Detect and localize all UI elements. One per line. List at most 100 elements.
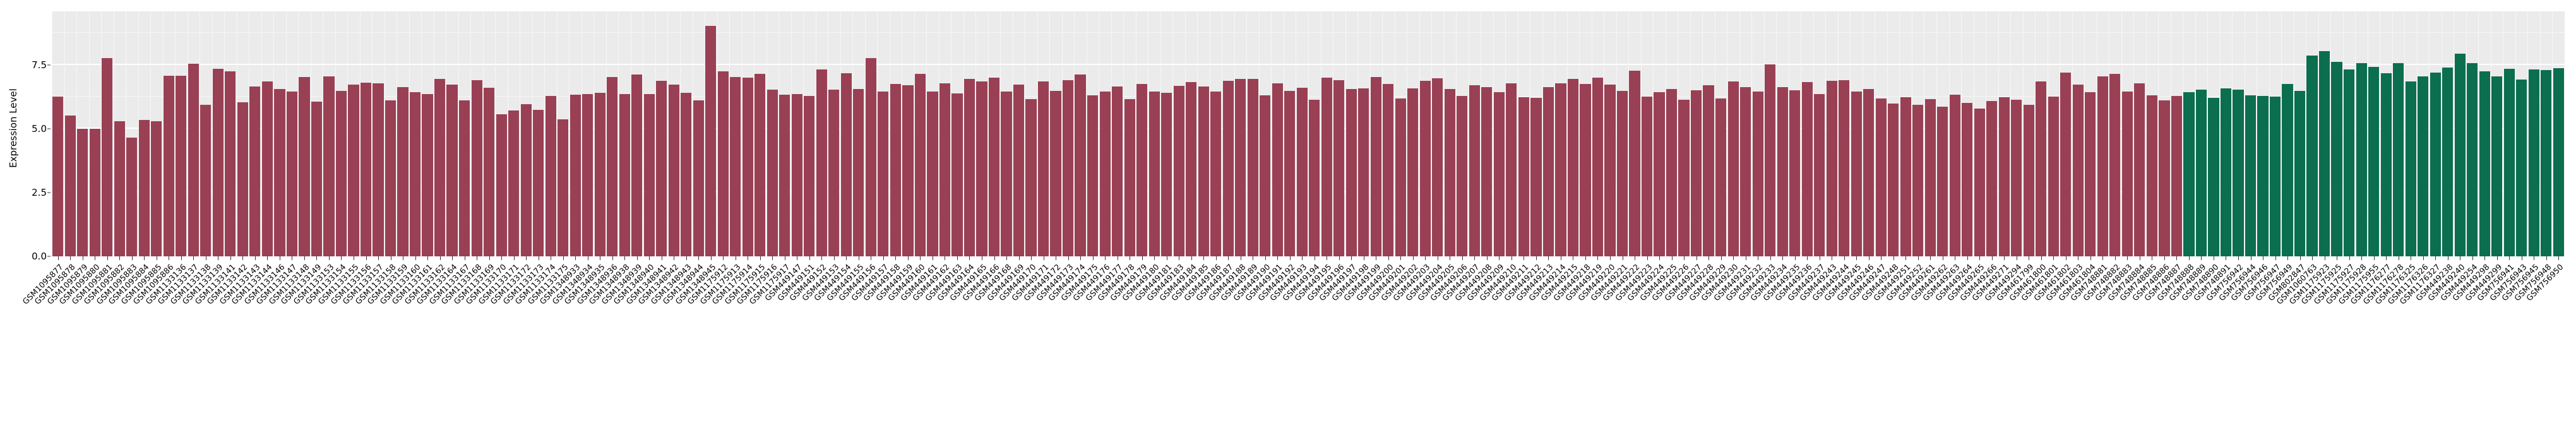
x-tick-mark (1597, 256, 1599, 260)
gridline-vertical (1579, 11, 1580, 256)
bar (212, 69, 224, 256)
gridline-vertical (150, 11, 152, 256)
x-tick-mark (575, 256, 576, 260)
bar (643, 93, 655, 256)
x-tick-mark (57, 256, 59, 260)
x-tick-mark (254, 256, 256, 260)
gridline-vertical (2527, 11, 2529, 256)
gridline-vertical (1456, 11, 1457, 256)
gridline-vertical (1542, 11, 1543, 256)
gridline-vertical (1653, 11, 1654, 256)
x-tick-mark (1991, 256, 1993, 260)
bar (951, 93, 963, 256)
bar (2356, 63, 2367, 256)
bar (1518, 97, 1529, 256)
bar (1592, 78, 1604, 256)
gridline-vertical (273, 11, 275, 256)
bar (1481, 86, 1493, 256)
bar (2048, 97, 2059, 256)
bar (742, 78, 753, 256)
gridline-vertical (717, 11, 718, 256)
x-tick-mark (969, 256, 970, 260)
x-tick-mark (2114, 256, 2116, 260)
gridline-vertical (975, 11, 977, 256)
bar (299, 76, 310, 256)
x-tick-mark (1585, 256, 1586, 260)
x-tick-mark (1979, 256, 1981, 260)
gridline-vertical (2022, 11, 2024, 256)
bar (2036, 81, 2047, 256)
x-tick-mark (1215, 256, 1217, 260)
bar (138, 119, 150, 256)
bar (64, 115, 76, 256)
bar (1863, 88, 1875, 256)
gridline-vertical (1961, 11, 1962, 256)
x-tick-mark (501, 256, 503, 260)
bar (1937, 106, 1948, 256)
gridline-vertical (987, 11, 989, 256)
gridline-vertical (1702, 11, 1703, 256)
x-tick-mark (1486, 256, 1488, 260)
bar (754, 73, 766, 256)
bar (1789, 90, 1801, 256)
bar (1900, 97, 1911, 256)
gridline-vertical (1554, 11, 1556, 256)
x-tick-mark (2004, 256, 2005, 260)
gridline-vertical (1887, 11, 1888, 256)
bar (2220, 88, 2232, 256)
gridline-vertical (2269, 11, 2270, 256)
bar (939, 83, 951, 256)
gridline-vertical (458, 11, 459, 256)
bar (853, 89, 864, 256)
gridline-vertical (790, 11, 792, 256)
x-tick-mark (636, 256, 638, 260)
bar (1641, 97, 1653, 256)
gridline-vertical (2416, 11, 2418, 256)
bar (1851, 91, 1862, 256)
bar (286, 92, 297, 256)
gridline-vertical (877, 11, 878, 256)
gridline-vertical (2195, 11, 2196, 256)
bar (1457, 95, 1468, 256)
gridline-vertical (2342, 11, 2344, 256)
gridline-vertical (618, 11, 619, 256)
bar (2109, 73, 2121, 256)
gridline-vertical (2232, 11, 2233, 256)
x-tick-mark (994, 256, 995, 260)
bar (1161, 93, 1172, 256)
bar (558, 119, 569, 256)
x-tick-mark (833, 256, 835, 260)
x-tick-mark (513, 256, 515, 260)
gridline-vertical (162, 11, 164, 256)
x-tick-mark (1142, 256, 1143, 260)
bar (2121, 91, 2133, 256)
bar (1247, 79, 1258, 256)
x-tick-mark (2102, 256, 2104, 260)
bar (1555, 83, 1566, 256)
y-tick-label: 5.0 (32, 122, 47, 134)
y-tick-label: 2.5 (32, 186, 47, 198)
x-tick-mark (1647, 256, 1648, 260)
bar (1321, 78, 1332, 256)
x-tick-mark (304, 256, 305, 260)
gridline-vertical (544, 11, 546, 256)
gridline-vertical (2121, 11, 2122, 256)
gridline-vertical (655, 11, 656, 256)
gridline-vertical (1111, 11, 1112, 256)
x-tick-mark (2188, 256, 2190, 260)
bar (1703, 85, 1714, 256)
bar (176, 76, 187, 256)
bar (2208, 98, 2219, 256)
bar (2418, 76, 2429, 256)
x-tick-mark (144, 256, 145, 260)
x-tick-mark (489, 256, 490, 260)
gridline-vertical (2429, 11, 2430, 256)
bar (2343, 69, 2355, 256)
bar (878, 92, 889, 256)
bar (1604, 84, 1616, 256)
x-tick-mark (1388, 256, 1389, 260)
bar (668, 85, 679, 256)
bar (200, 104, 212, 256)
bar (2430, 73, 2441, 256)
gridline-vertical (593, 11, 595, 256)
